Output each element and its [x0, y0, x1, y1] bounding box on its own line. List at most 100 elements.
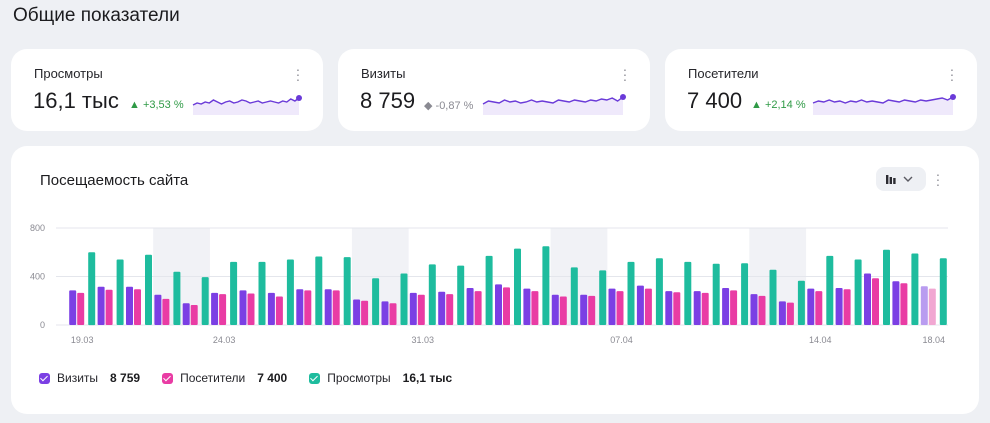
kpi-delta-value: -0,87 %: [435, 100, 474, 112]
x-tick-label: 07.04: [610, 335, 633, 345]
x-tick-label: 19.03: [71, 335, 94, 345]
sparkline-end-point: [296, 95, 302, 101]
bar-views: [627, 261, 635, 325]
more-vertical-icon[interactable]: · · ·: [949, 61, 955, 87]
bar-visitors: [815, 291, 823, 325]
sparkline-end-point: [950, 94, 956, 100]
chevron-down-icon: [903, 176, 913, 182]
bar-views: [542, 246, 550, 325]
sparkline-line: [812, 96, 954, 104]
bar-views: [570, 267, 578, 325]
bar-visits: [324, 289, 332, 325]
bar-visits: [580, 294, 588, 325]
kpi-delta: ▲ +3,53 %: [129, 99, 184, 111]
bar-visitors: [105, 289, 113, 325]
bar-views: [514, 248, 521, 325]
bar-visitors: [417, 294, 425, 325]
bar-views: [883, 249, 890, 325]
bar-views: [88, 252, 96, 326]
bar-visits: [665, 291, 673, 325]
bar-visitors: [900, 283, 908, 325]
y-tick-label: 800: [30, 223, 45, 233]
bar-visits: [466, 288, 474, 325]
bar-visitors: [843, 289, 851, 325]
bar-visitors: [701, 292, 709, 325]
bar-visitors: [503, 287, 510, 325]
bar-views: [173, 271, 181, 325]
kpi-value: 7 400: [687, 88, 743, 113]
legend-value: 16,1 тыс: [402, 371, 453, 385]
diamond-icon: ◆: [424, 100, 433, 112]
legend-swatch: [162, 372, 174, 384]
kpi-delta-value: +2,14 %: [764, 99, 806, 111]
bar-views: [230, 261, 238, 325]
bar-visitors: [446, 294, 454, 325]
more-vertical-icon[interactable]: · · ·: [295, 61, 301, 87]
bar-views: [315, 256, 323, 325]
bar-views: [286, 259, 294, 325]
kpi-card-views[interactable]: Просмотры 16,1 тыс ▲ +3,53 % · · ·: [11, 49, 323, 131]
bar-visits: [438, 291, 446, 325]
bar-views: [258, 261, 266, 325]
bar-views: [939, 258, 947, 325]
sparkline-area: [193, 98, 299, 115]
bar-visits: [892, 281, 900, 325]
kpi-card-visits[interactable]: Визиты 8 759 ◆ -0,87 % · · ·: [338, 49, 650, 131]
bar-visitors: [730, 290, 738, 325]
bar-views: [428, 264, 436, 325]
chart-type-selector[interactable]: [876, 167, 926, 191]
bar-visits: [835, 288, 843, 325]
kpi-card-visitors[interactable]: Посетители 7 400 ▲ +2,14 % · · ·: [665, 49, 977, 131]
bar-views: [797, 280, 805, 325]
more-vertical-icon[interactable]: · · ·: [935, 166, 941, 192]
bar-visits: [211, 292, 219, 325]
more-vertical-icon[interactable]: · · ·: [622, 61, 628, 87]
x-tick-label: 24.03: [213, 335, 236, 345]
bar-visitors: [616, 291, 624, 325]
bar-visits: [381, 301, 389, 325]
bar-chart: 0 400 800 19.03 24.03 31.03 07.04 14.04 18.04: [30, 223, 948, 345]
bar-chart-icon: [886, 175, 913, 184]
bar-views: [655, 258, 663, 325]
bar-views: [741, 263, 749, 325]
bar-visits: [126, 286, 133, 325]
bar-visitors: [644, 288, 652, 325]
bar-visits: [551, 294, 559, 325]
bar-visits: [920, 286, 928, 325]
legend-item-views[interactable]: Просмотры 16,1 тыс: [309, 371, 452, 385]
bar-visitors: [219, 294, 227, 325]
legend-item-visits[interactable]: Визиты 8 759: [39, 371, 140, 385]
sparkline-line: [482, 96, 624, 105]
bar-visitors: [474, 291, 482, 325]
bar-visitors: [559, 296, 567, 325]
bar-visits: [69, 290, 77, 325]
bar-views: [372, 278, 380, 325]
kpi-delta: ◆ -0,87 %: [424, 99, 473, 112]
bar-visitors: [531, 291, 539, 325]
chart-title: Посещаемость сайта: [40, 172, 189, 189]
x-tick-label: 14.04: [809, 335, 832, 345]
bar-visits: [239, 290, 247, 325]
bar-views: [400, 273, 408, 325]
sparkline-line: [192, 97, 300, 106]
bar-views: [145, 254, 152, 325]
kpi-delta: ▲ +2,14 %: [751, 99, 806, 111]
sparkline: [192, 95, 302, 115]
bar-views: [457, 265, 465, 325]
bar-visitors: [247, 293, 255, 325]
bar-visitors: [872, 278, 879, 325]
bar-visitors: [928, 288, 936, 325]
bar-visits: [864, 273, 871, 325]
kpi-label: Просмотры: [34, 66, 103, 81]
bar-visits: [807, 288, 815, 325]
kpi-value: 8 759: [360, 88, 416, 113]
legend-label: Посетители: [180, 371, 246, 385]
bar-visits: [296, 289, 304, 325]
bar-views: [854, 259, 862, 325]
bar-visitors: [162, 298, 170, 325]
sparkline-end-point: [620, 94, 626, 100]
legend-item-visitors[interactable]: Посетители 7 400: [162, 371, 287, 385]
bar-visitors: [389, 303, 397, 325]
kpi-label: Посетители: [688, 66, 759, 81]
legend-value: 7 400: [257, 371, 288, 385]
